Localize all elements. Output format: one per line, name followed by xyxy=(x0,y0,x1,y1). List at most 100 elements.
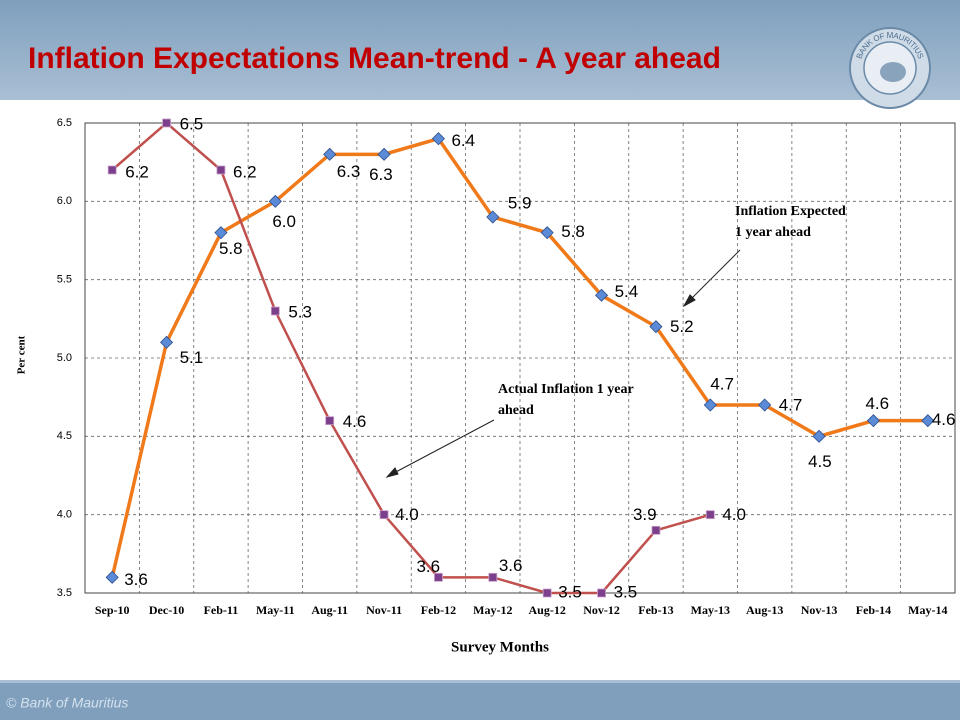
x-tick-label: Nov-12 xyxy=(583,603,620,617)
x-tick-label: May-12 xyxy=(473,603,512,617)
marker xyxy=(216,165,226,175)
data-label: 5.9 xyxy=(508,193,532,212)
x-tick-label: Feb-14 xyxy=(856,603,891,617)
data-label: 5.8 xyxy=(219,239,243,258)
logo-bird xyxy=(880,62,906,82)
data-label: 4.0 xyxy=(722,505,746,524)
data-label: 4.7 xyxy=(779,395,803,414)
annotation: ahead xyxy=(498,403,534,418)
marker xyxy=(651,525,661,535)
data-label: 6.3 xyxy=(337,162,361,181)
marker xyxy=(758,398,772,412)
y-tick-label: 5.5 xyxy=(57,274,72,286)
data-label: 6.4 xyxy=(451,131,475,150)
data-label: 6.5 xyxy=(180,114,204,133)
marker xyxy=(594,288,609,302)
y-tick-label: 5.0 xyxy=(57,352,72,364)
marker xyxy=(323,147,337,161)
marker xyxy=(431,132,446,146)
marker xyxy=(486,210,500,224)
annotation: Actual Inflation 1 year xyxy=(498,382,634,397)
footer: © Bank of Mauritius xyxy=(6,695,128,711)
x-tick-label: Aug-13 xyxy=(746,603,783,617)
y-axis-label: Per cent xyxy=(16,335,28,374)
arrow-head xyxy=(682,294,696,308)
arrow-line xyxy=(391,419,495,475)
marker xyxy=(649,320,663,334)
x-tick-label: Aug-12 xyxy=(529,603,566,617)
x-tick-label: Feb-11 xyxy=(204,603,239,617)
marker xyxy=(107,165,117,175)
marker xyxy=(921,414,935,428)
data-label: 5.8 xyxy=(561,222,585,241)
marker xyxy=(159,335,174,349)
x-tick-label: May-14 xyxy=(908,603,947,617)
marker xyxy=(705,510,715,520)
data-label: 4.5 xyxy=(808,452,832,471)
plot-frame xyxy=(84,122,956,594)
data-label: 6.2 xyxy=(233,162,257,181)
data-label: 3.5 xyxy=(558,582,582,601)
x-tick-label: Feb-12 xyxy=(421,603,456,617)
data-label: 3.9 xyxy=(633,505,657,524)
logo: BANK OF MAURITIUS xyxy=(849,27,931,109)
marker xyxy=(377,147,391,161)
x-tick-label: Nov-13 xyxy=(801,603,838,617)
data-label: 5.1 xyxy=(180,348,204,367)
marker xyxy=(105,570,119,584)
marker xyxy=(540,226,554,240)
marker xyxy=(597,588,606,598)
marker xyxy=(325,416,335,426)
chart-title: Inflation Expectations Mean-trend - A ye… xyxy=(28,42,721,75)
series-line xyxy=(110,136,928,578)
x-tick-label: May-13 xyxy=(691,603,730,617)
data-label: 3.6 xyxy=(416,557,440,576)
marker xyxy=(488,572,498,582)
x-tick-label: Dec-10 xyxy=(149,603,184,617)
marker xyxy=(214,226,228,240)
data-label: 4.7 xyxy=(710,374,734,393)
header-band xyxy=(0,0,960,100)
data-label: 5.3 xyxy=(288,302,312,321)
arrow-head xyxy=(385,467,399,478)
data-label: 4.6 xyxy=(865,394,889,413)
marker xyxy=(812,429,826,443)
x-tick-label: Feb-13 xyxy=(638,603,673,617)
marker xyxy=(866,414,881,428)
y-tick-label: 4.0 xyxy=(57,509,72,521)
y-tick-label: 4.5 xyxy=(57,430,72,442)
data-label: 6.2 xyxy=(125,162,149,181)
x-axis-label: Survey Months xyxy=(451,639,549,655)
marker xyxy=(434,572,443,582)
x-tick-label: Nov-11 xyxy=(366,603,402,617)
x-tick-label: Aug-11 xyxy=(311,603,348,617)
series-line xyxy=(111,121,711,595)
data-label: 4.6 xyxy=(932,410,956,429)
data-label: 6.3 xyxy=(369,165,393,184)
y-tick-label: 6.0 xyxy=(57,195,72,207)
y-tick-label: 3.5 xyxy=(57,587,72,599)
annotation: 1 year ahead xyxy=(735,225,811,240)
data-label: 5.4 xyxy=(615,282,639,301)
x-tick-label: Sep-10 xyxy=(95,603,130,617)
marker xyxy=(703,398,717,412)
data-label: 3.5 xyxy=(614,582,638,601)
data-label: 4.0 xyxy=(395,505,419,524)
footer-band xyxy=(0,683,960,720)
data-label: 4.6 xyxy=(343,412,367,431)
y-tick-label: 6.5 xyxy=(57,117,72,129)
marker xyxy=(379,510,389,520)
data-label: 3.6 xyxy=(124,570,148,589)
arrow-line xyxy=(687,249,741,303)
data-label: 3.6 xyxy=(499,556,523,575)
x-tick-label: May-11 xyxy=(256,603,295,617)
data-label: 6.0 xyxy=(272,212,296,231)
marker xyxy=(270,306,280,316)
annotation: Inflation Expected xyxy=(735,204,846,219)
arrows xyxy=(385,249,741,478)
marker xyxy=(542,588,552,598)
data-label: 5.2 xyxy=(670,317,694,336)
marker xyxy=(162,118,171,128)
marker xyxy=(268,194,282,208)
